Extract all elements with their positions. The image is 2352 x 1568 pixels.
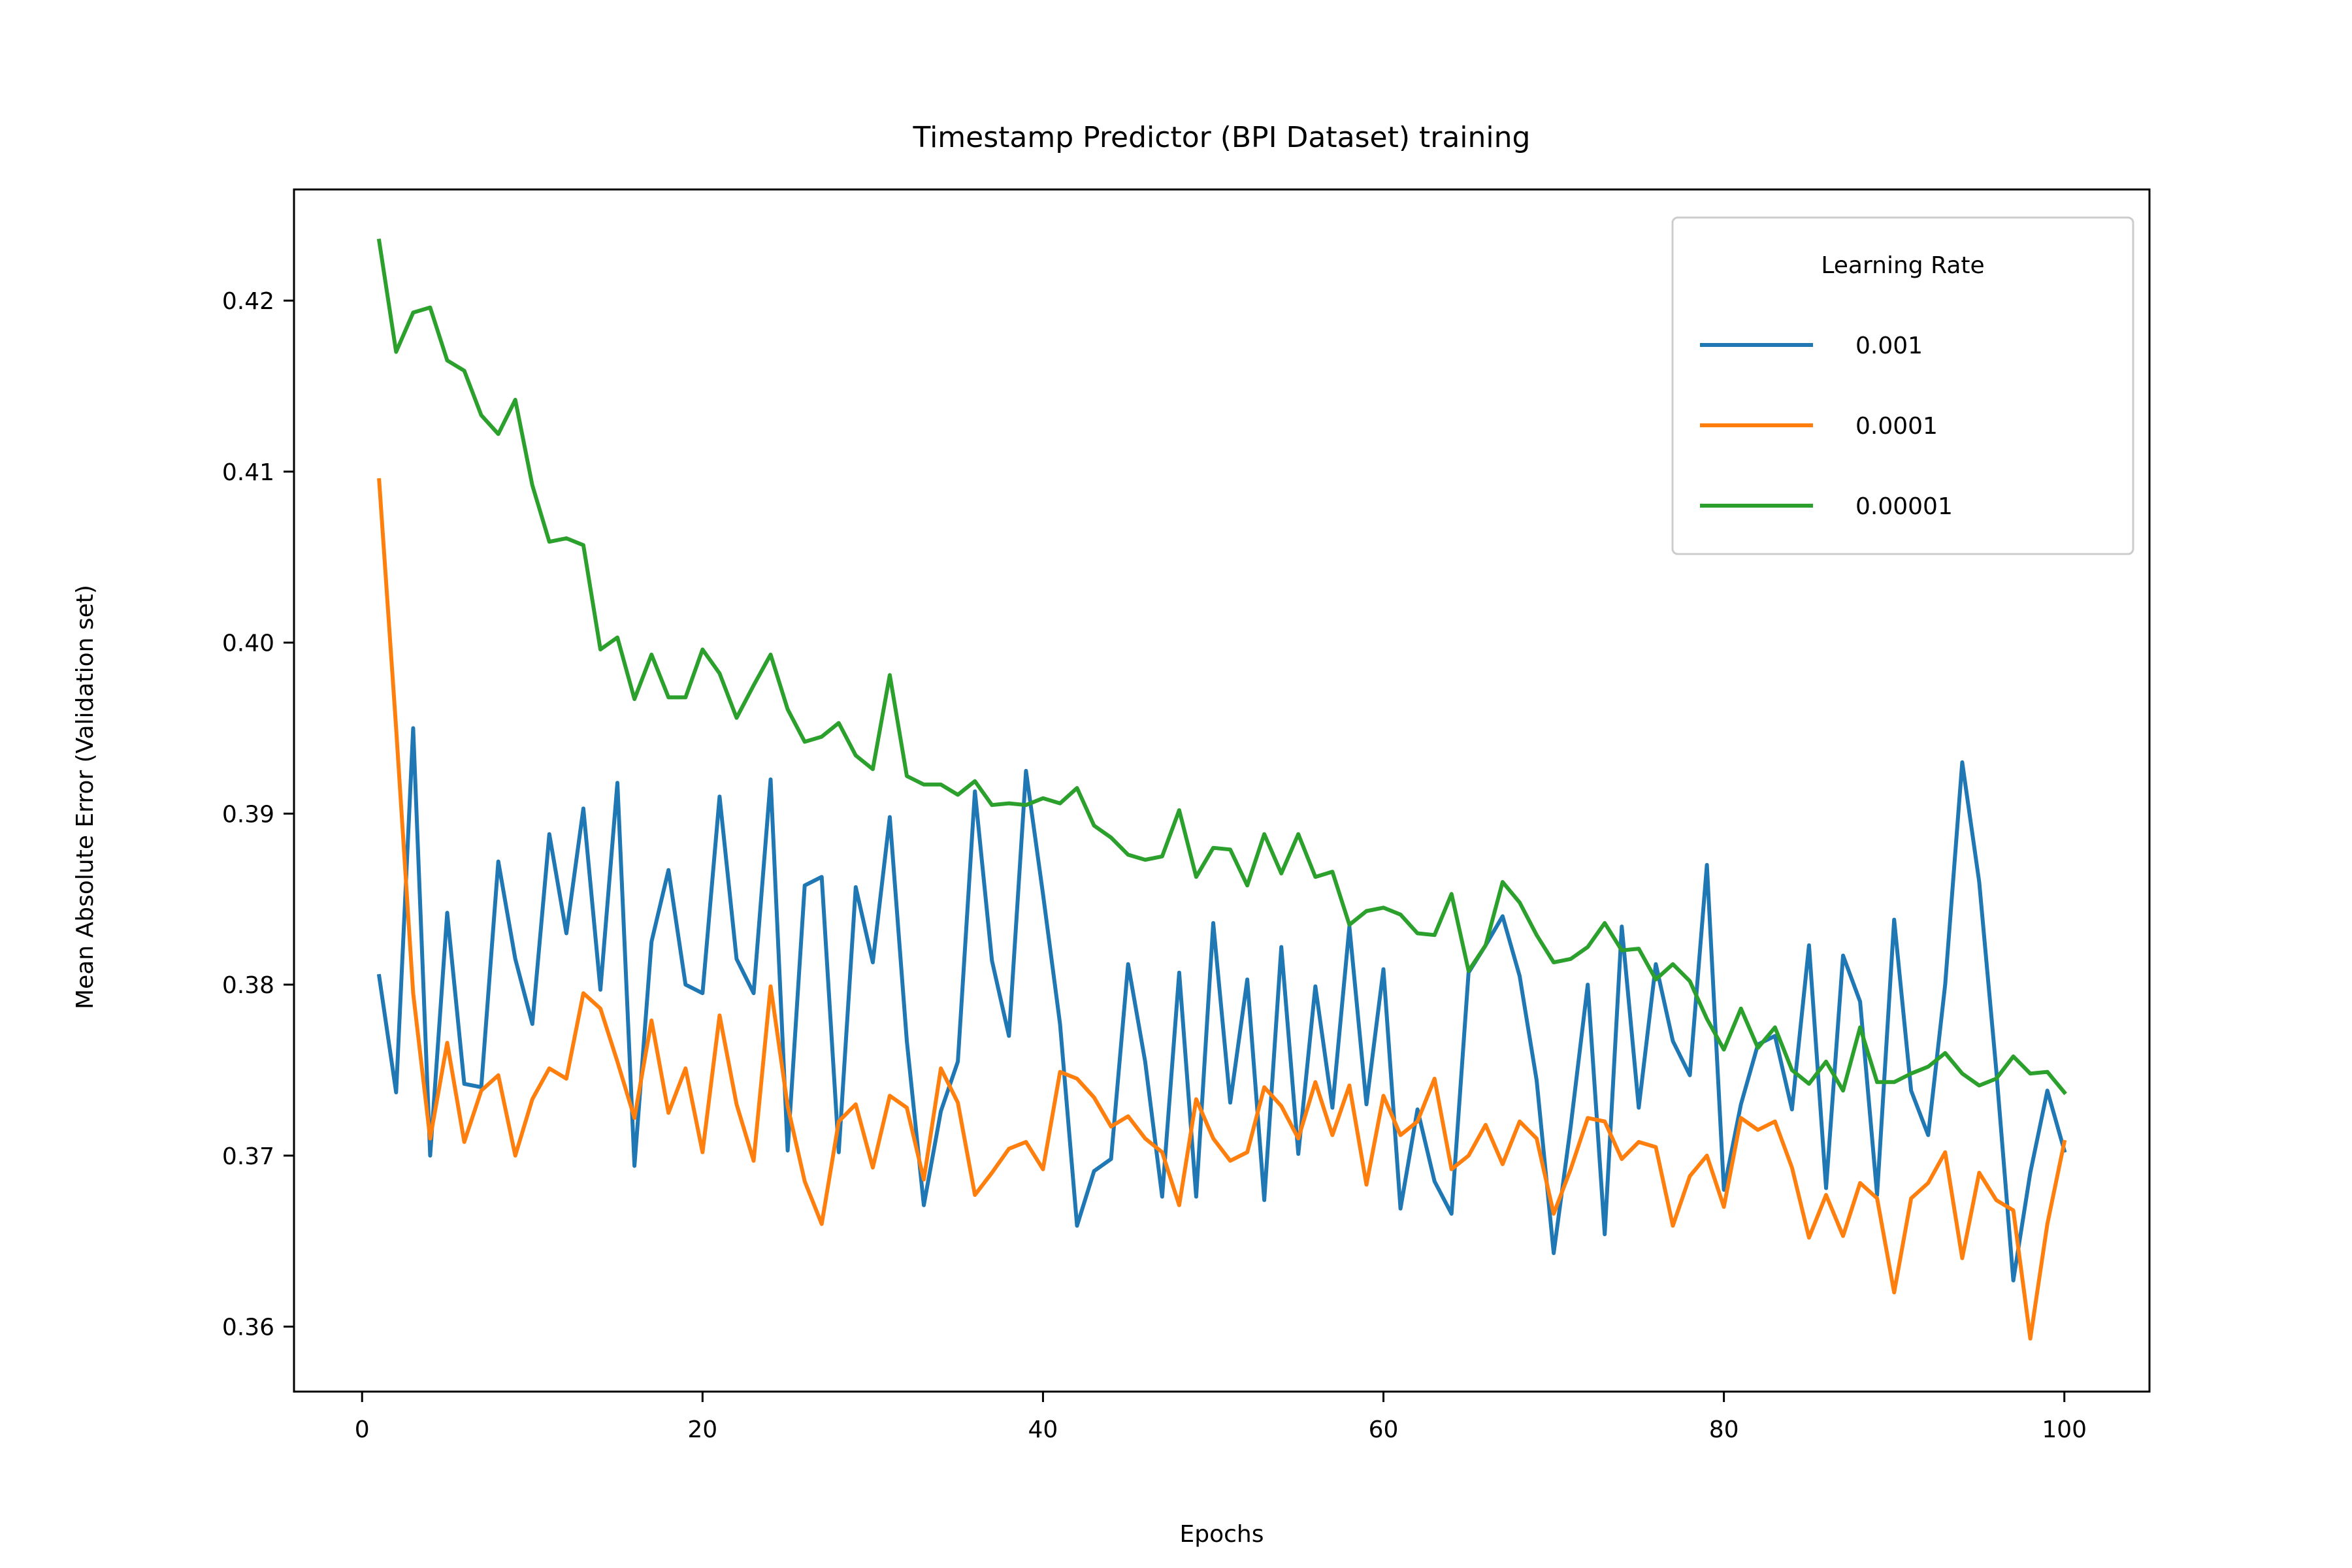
x-axis-label: Epochs: [1180, 1521, 1264, 1548]
y-tick-label: 0.41: [222, 459, 274, 486]
legend-label-0: 0.001: [1855, 333, 1923, 359]
x-tick-label: 0: [355, 1416, 370, 1443]
series-line-2: [376, 238, 2067, 1096]
y-tick-label: 0.38: [222, 972, 274, 999]
y-tick-label: 0.36: [222, 1315, 274, 1341]
plot-frame: [293, 188, 2151, 1393]
legend-box: [1671, 216, 2134, 555]
legend-items: 0.001 0.0001 0.00001: [1700, 333, 1953, 520]
legend: Learning Rate 0.001 0.0001 0.00001: [1671, 216, 2134, 555]
axis-ticks: 0 20 40 60 80 100 0.36 0.37 0.38 0.39 0.40 0.41 0.42: [222, 288, 2087, 1443]
plot-lines: [376, 238, 2067, 1341]
y-tick-label: 0.37: [222, 1143, 274, 1170]
legend-label-2: 0.00001: [1855, 493, 1953, 520]
x-tick-label: 40: [1028, 1416, 1058, 1443]
x-tick-label: 80: [1709, 1416, 1739, 1443]
x-tick-label: 20: [687, 1416, 717, 1443]
y-tick-label: 0.40: [222, 630, 274, 657]
x-tick-label: 100: [2042, 1416, 2087, 1443]
y-tick-label: 0.39: [222, 801, 274, 828]
x-tick-label: 60: [1369, 1416, 1399, 1443]
chart-title: Timestamp Predictor (BPI Dataset) traini…: [913, 121, 1531, 154]
y-tick-label: 0.42: [222, 288, 274, 315]
series-line-1: [377, 478, 2067, 1341]
legend-label-1: 0.0001: [1855, 413, 1938, 440]
legend-title: Learning Rate: [1821, 252, 1984, 279]
series-line-0: [376, 726, 2067, 1282]
y-axis-label: Mean Absolute Error (Validation set): [72, 585, 99, 1009]
